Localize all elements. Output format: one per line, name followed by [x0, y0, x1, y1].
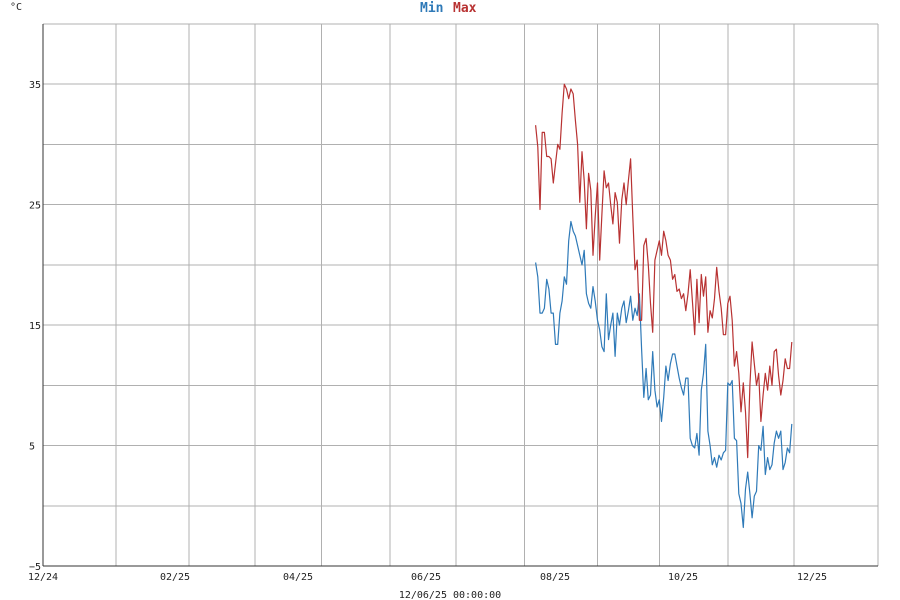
legend-min: Min: [420, 1, 443, 16]
y-tick-label: −5: [29, 562, 41, 573]
y-tick-label: 5: [29, 442, 35, 453]
x-tick-label: 08/25: [540, 572, 570, 583]
x-tick-label: 04/25: [283, 572, 313, 583]
series-line-min: [535, 220, 793, 529]
y-tick-label: 15: [29, 321, 41, 332]
x-tick-label: 02/25: [160, 572, 190, 583]
x-tick-label: 06/25: [411, 572, 441, 583]
legend-max: Max: [453, 1, 477, 16]
series-group: [535, 83, 793, 529]
x-tick-labels: 12/24 02/25 04/25 06/25 08/25 10/25 12/25: [28, 572, 827, 583]
series-line-max: [535, 83, 793, 459]
y-tick-label: 35: [29, 80, 41, 91]
legend: Min Max: [420, 1, 477, 16]
y-tick-labels: 35 25 15 5 −5: [29, 80, 41, 573]
y-tick-label: 25: [29, 201, 41, 212]
x-tick-label: 12/25: [797, 572, 827, 583]
y-unit-label: °C: [10, 2, 22, 13]
axes: [42, 24, 878, 567]
timestamp: 12/06/25 00:00:00: [399, 590, 501, 600]
x-tick-label: 12/24: [28, 572, 58, 583]
x-tick-label: 10/25: [668, 572, 698, 583]
